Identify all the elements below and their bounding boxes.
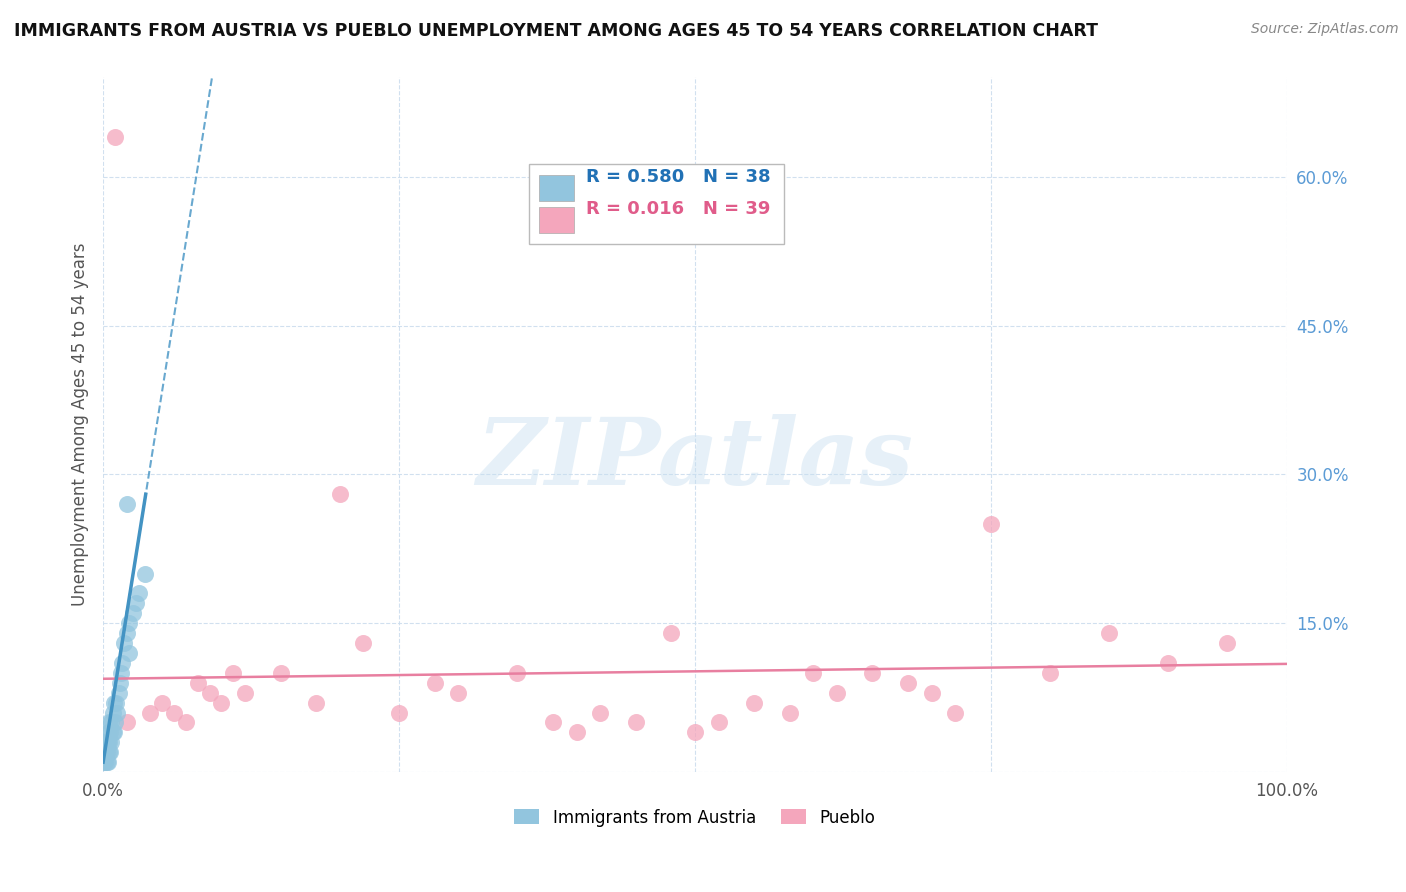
- Point: [707, 715, 730, 730]
- Point: [139, 706, 162, 720]
- Point: [98, 745, 121, 759]
- Point: [187, 675, 209, 690]
- Point: [93, 745, 115, 759]
- Text: ZIPatlas: ZIPatlas: [477, 415, 914, 505]
- FancyBboxPatch shape: [538, 207, 574, 233]
- Point: [506, 665, 529, 680]
- Point: [105, 706, 128, 720]
- Text: IMMIGRANTS FROM AUSTRIA VS PUEBLO UNEMPLOYMENT AMONG AGES 45 TO 54 YEARS CORRELA: IMMIGRANTS FROM AUSTRIA VS PUEBLO UNEMPL…: [14, 22, 1098, 40]
- Point: [100, 715, 122, 730]
- Text: Source: ZipAtlas.com: Source: ZipAtlas.com: [1251, 22, 1399, 37]
- Point: [329, 487, 352, 501]
- Point: [1157, 656, 1180, 670]
- Point: [94, 735, 117, 749]
- Point: [118, 646, 141, 660]
- Point: [100, 735, 122, 749]
- Point: [110, 665, 132, 680]
- Point: [897, 675, 920, 690]
- Point: [1039, 665, 1062, 680]
- Point: [825, 686, 848, 700]
- Point: [541, 715, 564, 730]
- Point: [98, 715, 121, 730]
- Point: [270, 665, 292, 680]
- Y-axis label: Unemployment Among Ages 45 to 54 years: Unemployment Among Ages 45 to 54 years: [72, 243, 89, 607]
- Point: [98, 735, 121, 749]
- Point: [683, 725, 706, 739]
- Point: [97, 735, 120, 749]
- Point: [388, 706, 411, 720]
- Point: [779, 706, 801, 720]
- Point: [96, 735, 118, 749]
- Point: [174, 715, 197, 730]
- Text: R = 0.016   N = 39: R = 0.016 N = 39: [586, 201, 770, 219]
- Point: [150, 696, 173, 710]
- Point: [980, 516, 1002, 531]
- Point: [108, 675, 131, 690]
- Point: [134, 566, 156, 581]
- Point: [94, 755, 117, 769]
- Point: [121, 607, 143, 621]
- FancyBboxPatch shape: [538, 175, 574, 201]
- Point: [115, 497, 138, 511]
- Point: [96, 755, 118, 769]
- Point: [423, 675, 446, 690]
- Point: [115, 626, 138, 640]
- Point: [125, 596, 148, 610]
- Point: [801, 665, 824, 680]
- Point: [97, 755, 120, 769]
- Point: [565, 725, 588, 739]
- Point: [118, 616, 141, 631]
- Point: [104, 715, 127, 730]
- Point: [921, 686, 943, 700]
- Point: [860, 665, 883, 680]
- Point: [353, 636, 375, 650]
- Point: [94, 745, 117, 759]
- Point: [198, 686, 221, 700]
- Point: [101, 706, 124, 720]
- Point: [211, 696, 233, 710]
- Point: [103, 725, 125, 739]
- Point: [128, 586, 150, 600]
- Point: [659, 626, 682, 640]
- Point: [305, 696, 328, 710]
- Point: [943, 706, 966, 720]
- Point: [107, 686, 129, 700]
- Point: [104, 130, 127, 145]
- Point: [742, 696, 765, 710]
- Point: [163, 706, 186, 720]
- Point: [96, 745, 118, 759]
- Point: [1098, 626, 1121, 640]
- Text: R = 0.580   N = 38: R = 0.580 N = 38: [586, 169, 770, 186]
- Point: [447, 686, 470, 700]
- Point: [624, 715, 647, 730]
- Point: [103, 696, 125, 710]
- Legend: Immigrants from Austria, Pueblo: Immigrants from Austria, Pueblo: [508, 802, 882, 833]
- Point: [98, 725, 121, 739]
- Point: [233, 686, 256, 700]
- Point: [115, 715, 138, 730]
- Point: [97, 725, 120, 739]
- Point: [98, 745, 121, 759]
- Point: [101, 725, 124, 739]
- Point: [114, 636, 136, 650]
- Point: [111, 656, 134, 670]
- Point: [222, 665, 245, 680]
- Point: [1216, 636, 1239, 650]
- Point: [93, 755, 115, 769]
- FancyBboxPatch shape: [529, 164, 783, 244]
- Point: [589, 706, 612, 720]
- Point: [105, 696, 128, 710]
